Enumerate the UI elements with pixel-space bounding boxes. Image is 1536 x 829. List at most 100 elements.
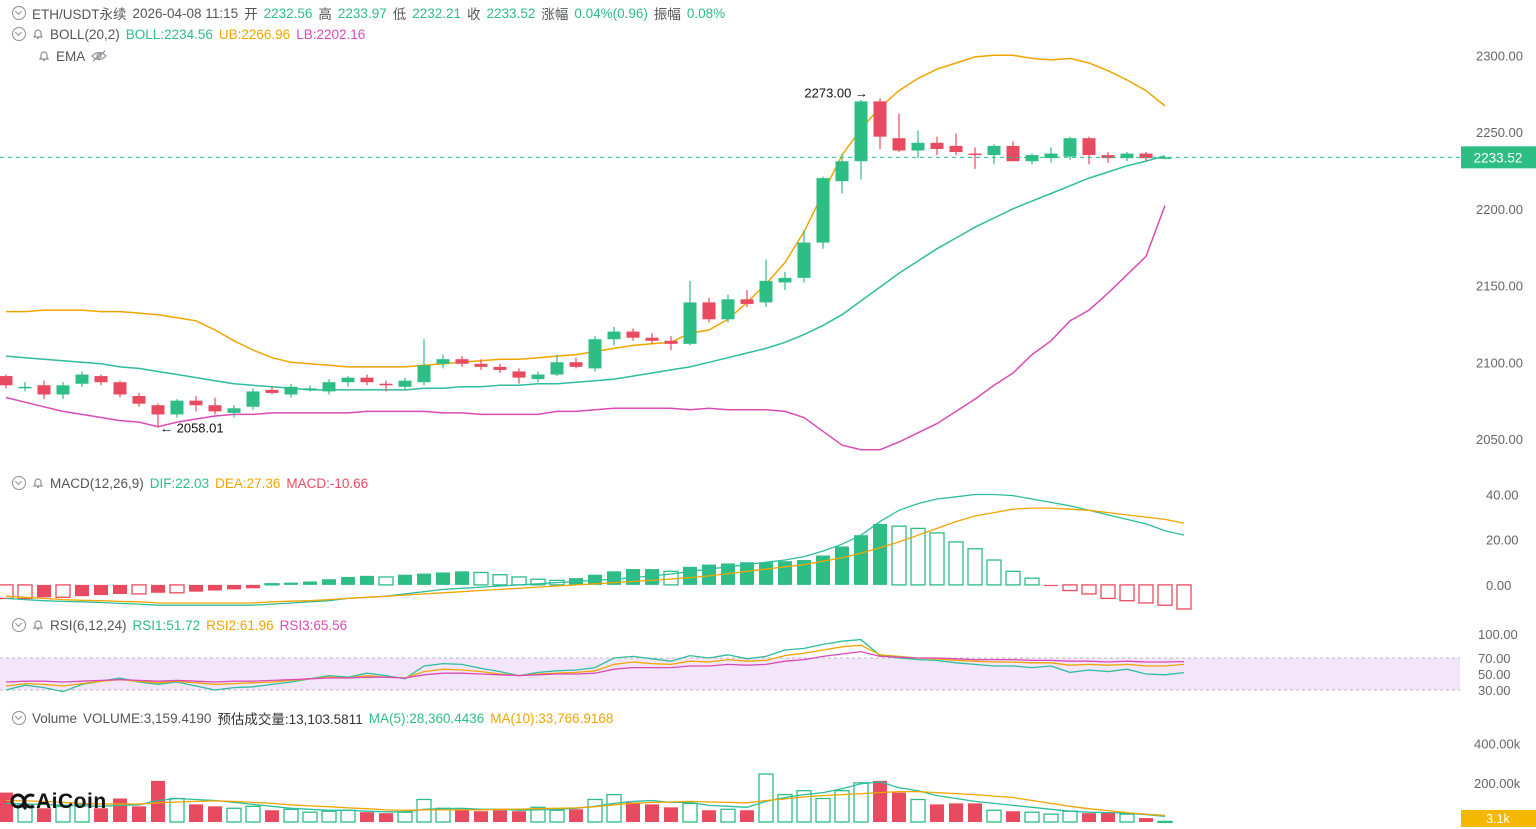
volume-bar [1062,810,1078,823]
volume-bar [720,808,736,823]
rsi-legend: RSI(6,12,24) RSI1:51.72 RSI2:61.96 RSI3:… [12,616,347,634]
candle-body [1006,145,1020,162]
volume-bar [360,812,374,822]
macd-histogram-bar [910,527,926,586]
bell-icon[interactable] [32,619,44,631]
macd-histogram-bar [854,535,868,585]
volume-tick-label: 400.00k [1474,737,1521,752]
macd-histogram-bar [759,562,773,585]
boll-name: BOLL(20,2) [50,26,120,42]
volume-bar [758,773,774,823]
boll-ub-value: UB:2266.96 [218,26,291,42]
macd-tick-label: 0.00 [1486,578,1511,593]
candle-body [1139,153,1153,159]
bell-icon[interactable] [32,28,44,40]
candle-body [1063,138,1077,157]
candle-body [531,374,545,380]
rsi-tick-label: 100.00 [1478,627,1518,642]
collapse-chevron-icon[interactable] [12,711,26,725]
open-value: 2232.56 [263,5,313,21]
amplitude-label: 振幅 [653,7,681,22]
volume-bar [626,802,640,822]
volume-bar [283,808,299,823]
volume-bar [682,802,698,823]
volume-bar [606,793,622,823]
candle-body [417,365,431,383]
macd-dif-line [5,493,1185,606]
candle-body [0,376,13,386]
macd-histogram-bar [607,571,621,585]
macd-histogram-bar [1044,584,1058,587]
candle-body [56,385,70,395]
macd-histogram-bar [17,584,33,600]
price-tick-label: 2100.00 [1476,355,1523,370]
candle-body [550,362,564,375]
candle-body [94,376,108,383]
macd-dea-line [5,507,1185,604]
price-tick-label: 2250.00 [1476,125,1523,140]
volume-bar [37,808,51,822]
macd-name: MACD(12,26,9) [50,475,144,491]
rsi3-value: RSI3:65.56 [279,617,348,633]
price-tick-label: 2050.00 [1476,432,1523,447]
candle-body [189,400,203,406]
open-label: 开 [244,7,258,22]
macd-histogram-bar [1024,577,1040,586]
candle-body [588,339,602,369]
macd-hist-value: MACD:-10.66 [286,475,369,491]
macd-histogram-bar [398,574,412,585]
candle-body [265,389,279,393]
volume-last-label: 3.1k [1486,812,1510,826]
collapse-chevron-icon[interactable] [12,476,26,490]
volume-bar [132,806,146,822]
high-value: 2233.97 [337,5,387,21]
bell-icon[interactable] [32,477,44,489]
volume-bar [853,782,869,823]
volume-bar [493,810,507,822]
candle-body [797,242,811,278]
candle-body [246,391,260,407]
bell-icon[interactable] [38,50,50,62]
macd-histogram-bar [797,560,811,585]
boll-mid-value: BOLL:2234.56 [125,26,213,42]
collapse-chevron-icon[interactable] [12,27,26,41]
eye-hidden-icon[interactable] [91,50,108,62]
candle-body [341,377,355,383]
candle-body [132,396,146,404]
candle-body [151,405,165,415]
low-annotation: ← 2058.01 [160,421,224,436]
volume-bar [208,806,222,822]
macd-histogram-bar [303,581,317,585]
macd-histogram-bar [436,572,450,585]
symbol-label: ETH/USDT永续 [32,7,127,22]
macd-histogram-bar [169,584,185,594]
close-value: 2233.52 [486,5,536,21]
estimated-volume: 预估成交量:13,103.5811 [217,712,363,727]
candle-body [512,371,526,378]
datetime-label: 2026-04-08 11:15 [132,5,239,21]
collapse-chevron-icon[interactable] [12,618,26,632]
macd-histogram-bar [473,571,489,586]
volume-bar [968,803,982,822]
candle-body [835,161,849,182]
macd-histogram-bar [131,584,147,595]
volume-bar [113,798,127,822]
macd-histogram-bar [94,584,108,596]
macd-histogram-bar [113,584,127,594]
candle-body [987,145,1001,156]
candle-body [113,382,127,395]
macd-histogram-bar [322,579,336,585]
volume-bar [873,780,887,822]
volume-bar [1024,811,1040,823]
rsi-tick-label: 50.00 [1478,667,1511,682]
candle-body [740,299,754,304]
candle-body [18,386,32,389]
volume-last-badge [1461,810,1536,827]
collapse-chevron-icon[interactable] [12,6,26,20]
candle-body [208,405,222,412]
macd-histogram-bar [1119,584,1135,602]
candle-body [645,337,659,341]
candle-body [455,359,469,364]
macd-histogram-bar [1081,584,1097,595]
